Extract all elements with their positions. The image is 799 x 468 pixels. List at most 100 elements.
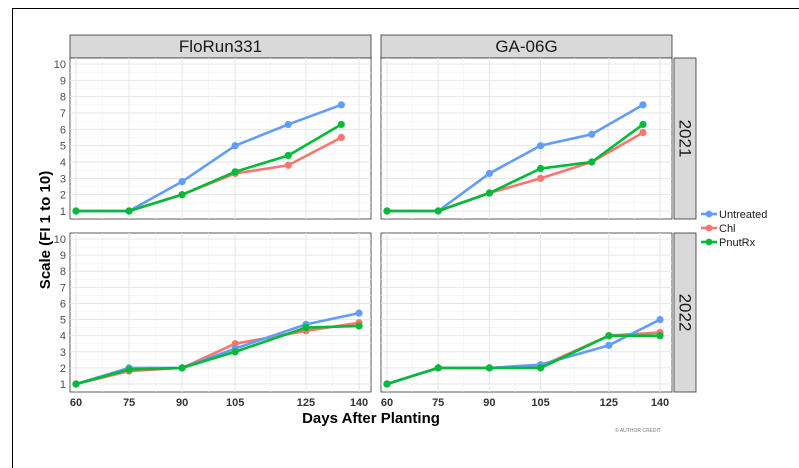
data-point-pnutrx	[434, 207, 442, 215]
data-point-untreated	[178, 178, 186, 186]
legend-label: PnutRx	[719, 237, 756, 249]
series-line-pnutrx	[75, 324, 360, 386]
panel-background	[69, 232, 372, 393]
x-tick-label: 75	[123, 397, 135, 409]
y-tick-label: 8	[60, 266, 66, 278]
x-tick-label: 60	[381, 397, 393, 409]
x-tick-label: 60	[70, 397, 82, 409]
image-border-left	[12, 8, 13, 468]
series-pnutrx	[383, 120, 647, 215]
series-line-pnutrx	[387, 123, 644, 213]
y-tick-label: 5	[60, 141, 66, 153]
series-line-pnutrx	[76, 123, 342, 213]
data-point-untreated	[355, 309, 363, 317]
series-pnutrx	[72, 120, 345, 215]
data-point-chl	[337, 133, 345, 142]
data-point-pnutrx	[284, 151, 292, 160]
image-border-top	[12, 8, 799, 9]
legend: Untreated Chl PnutRx	[701, 209, 767, 249]
data-point-pnutrx	[536, 364, 545, 372]
legend-label: Chl	[719, 223, 736, 235]
data-point-untreated	[485, 169, 493, 178]
y-tick-label: 1	[60, 206, 66, 218]
x-tick-label: 90	[176, 397, 188, 409]
data-point-pnutrx	[72, 207, 80, 215]
panel-florun331-2021: 1 2 3 4 5 6 7 8 9 10	[54, 57, 372, 220]
y-tick-label: 10	[54, 59, 66, 71]
data-point-pnutrx	[383, 207, 391, 215]
data-point-pnutrx	[485, 189, 493, 197]
data-point-untreated	[656, 315, 664, 324]
data-point-pnutrx	[434, 364, 442, 372]
data-point-pnutrx	[125, 207, 133, 215]
series-pnutrx	[383, 332, 664, 388]
y-tick-label: 6	[60, 124, 66, 136]
y-tick-label: 2	[60, 190, 66, 202]
data-point-pnutrx	[72, 380, 80, 388]
data-point-chl	[284, 161, 292, 169]
data-point-untreated	[639, 101, 647, 109]
legend-label: Untreated	[719, 209, 767, 221]
panel-background	[69, 57, 372, 220]
x-tick-label: 105	[226, 397, 244, 409]
legend-item-pnutrx: PnutRx	[701, 237, 756, 249]
data-point-pnutrx	[355, 322, 363, 330]
data-point-pnutrx	[125, 365, 133, 374]
series-line-pnutrx	[386, 334, 660, 386]
data-point-pnutrx	[231, 348, 239, 356]
column-strip-florun331: FloRun331	[69, 34, 372, 59]
x-tick-label: 140	[350, 397, 368, 409]
y-tick-label: 9	[60, 75, 66, 87]
data-point-untreated	[536, 142, 545, 150]
data-point-pnutrx	[178, 364, 186, 372]
y-tick-label: 8	[60, 92, 66, 104]
x-tick-label: 90	[483, 397, 495, 409]
x-axis-title: Days After Planting	[302, 410, 440, 427]
data-point-untreated	[284, 120, 292, 129]
data-point-pnutrx	[383, 380, 391, 388]
data-point-pnutrx	[485, 364, 493, 372]
legend-item-chl: Chl	[701, 223, 736, 235]
data-point-chl	[639, 129, 647, 137]
x-tick-label: 105	[531, 397, 549, 409]
y-tick-label: 5	[60, 315, 66, 327]
data-point-pnutrx	[231, 168, 239, 176]
y-tick-label: 4	[60, 157, 66, 169]
x-tick-label: 140	[651, 397, 669, 409]
y-tick-label: 6	[60, 298, 66, 310]
row-strip-2021: 2021	[673, 57, 697, 220]
x-tick-label: 125	[297, 397, 315, 409]
data-point-untreated	[231, 142, 239, 150]
panel-gridlines	[381, 58, 672, 219]
data-point-untreated	[588, 130, 596, 138]
image-caption: © AUTHOR CREDIT	[615, 427, 661, 434]
legend-key-point	[705, 238, 713, 246]
column-strip-ga-06g: GA-06G	[380, 34, 673, 59]
data-point-pnutrx	[656, 332, 664, 340]
x-tick-label: 75	[432, 397, 444, 409]
panel-florun331-2022: 1 2 3 4 5 6 7 8 9 10 60 75 90 105 125 140	[54, 232, 372, 409]
panel-ga-06g-2022: 60 75 90 105 125 140	[380, 232, 673, 409]
legend-key-point	[705, 224, 713, 232]
y-tick-label: 3	[60, 173, 66, 185]
data-point-pnutrx	[605, 332, 613, 340]
data-point-pnutrx	[302, 324, 310, 332]
data-point-pnutrx	[639, 120, 647, 129]
data-point-pnutrx	[337, 120, 345, 129]
data-point-pnutrx	[588, 158, 596, 166]
legend-item-untreated: Untreated	[701, 209, 767, 221]
y-tick-label: 7	[60, 282, 66, 294]
data-point-untreated	[605, 341, 613, 349]
data-point-untreated	[337, 101, 345, 109]
series-pnutrx	[72, 322, 363, 388]
y-tick-label: 1	[60, 379, 66, 391]
legend-key-point	[705, 210, 713, 218]
y-tick-label: 10	[54, 234, 66, 246]
data-point-pnutrx	[536, 164, 545, 173]
row-strip-label: 2021	[676, 120, 695, 158]
panels-layer: FloRun331 GA-06G 2021 2022 1 2 3 4 5 6 7 8 9 10 1 2 3 4 5 6…	[54, 34, 697, 409]
y-tick-label: 9	[60, 250, 66, 262]
y-tick-label: 3	[60, 347, 66, 359]
column-strip-label: FloRun331	[179, 37, 262, 56]
